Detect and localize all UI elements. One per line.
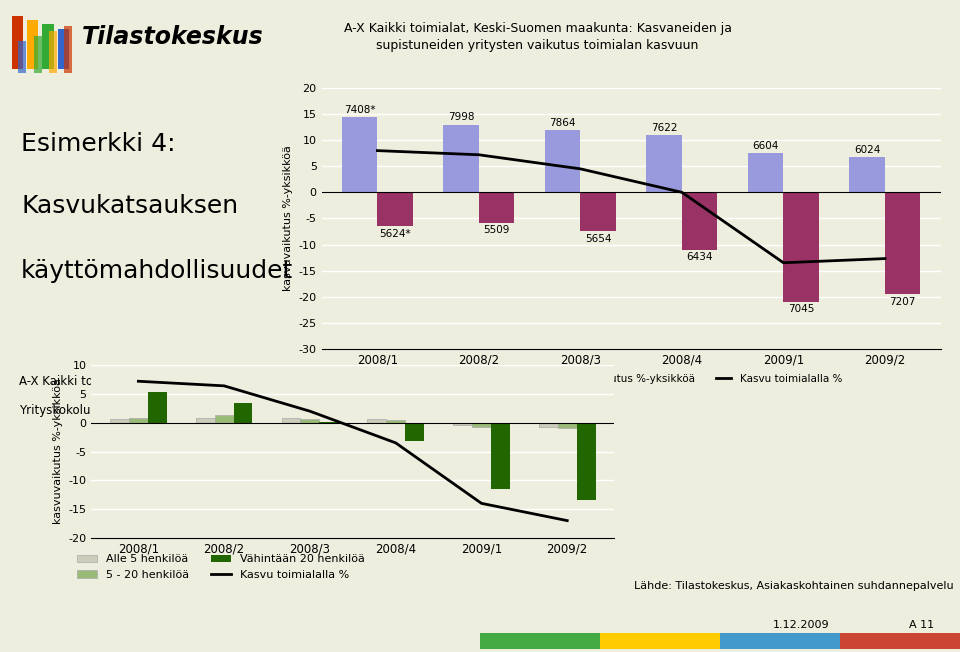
Bar — [748, 153, 783, 192]
Text: 7998: 7998 — [448, 112, 474, 123]
Bar — [577, 422, 595, 501]
Text: 5654: 5654 — [585, 234, 612, 244]
Bar — [233, 403, 252, 422]
Text: Lähde: Tilastokeskus, Asiakaskohtainen suhdannepalvelu: Lähde: Tilastokeskus, Asiakaskohtainen s… — [634, 582, 953, 591]
Text: 1.12.2009: 1.12.2009 — [774, 619, 829, 630]
Bar — [215, 415, 233, 422]
Bar — [840, 633, 960, 649]
Bar — [58, 29, 69, 69]
Bar — [281, 418, 300, 422]
Text: Kasvukatsauksen: Kasvukatsauksen — [21, 194, 238, 218]
Bar — [885, 192, 921, 294]
Bar — [479, 192, 515, 222]
Bar — [720, 633, 840, 649]
Bar — [42, 24, 54, 69]
Bar — [453, 422, 472, 425]
Bar — [480, 633, 600, 649]
Bar — [18, 40, 26, 74]
Bar — [405, 422, 424, 441]
Bar — [196, 417, 215, 422]
Bar — [27, 20, 38, 69]
Bar — [12, 16, 23, 69]
Y-axis label: kasvuvaikutus %-yksikköä: kasvuvaikutus %-yksikköä — [53, 379, 62, 524]
Text: 7207: 7207 — [890, 297, 916, 306]
Bar — [783, 192, 819, 302]
Text: A-X Kaikki toimialat, Keski-Suomen maakunta: Kasvaneiden ja
supistuneiden yritys: A-X Kaikki toimialat, Keski-Suomen maaku… — [344, 22, 732, 52]
Text: Yrityskokoluokkien vaikutus toimialan kasvuun: Yrityskokoluokkien vaikutus toimialan ka… — [19, 404, 296, 417]
Text: Tilastokeskus: Tilastokeskus — [82, 25, 263, 49]
Bar — [368, 419, 386, 422]
Text: 7622: 7622 — [651, 123, 678, 133]
Bar — [472, 422, 491, 427]
Text: A-X Kaikki toimialat, Keski-Suomen maakunta:: A-X Kaikki toimialat, Keski-Suomen maaku… — [19, 375, 292, 388]
Bar — [850, 157, 885, 192]
Text: 6434: 6434 — [686, 252, 713, 262]
Bar — [342, 117, 377, 192]
Bar — [444, 125, 479, 192]
Text: 7045: 7045 — [788, 304, 814, 314]
Bar — [64, 26, 72, 74]
Bar — [110, 419, 129, 422]
Bar — [300, 419, 320, 422]
Bar — [129, 417, 148, 422]
Legend: Alle 5 henkilöä, 5 - 20 henkilöä, Vähintään 20 henkilöä, Kasvu toimialalla %: Alle 5 henkilöä, 5 - 20 henkilöä, Vähint… — [73, 550, 370, 584]
Bar — [539, 422, 558, 427]
Y-axis label: kasvuvaikutus %-yksikköä: kasvuvaikutus %-yksikköä — [283, 145, 293, 291]
Bar — [646, 135, 682, 192]
Bar — [386, 421, 405, 422]
Legend: Kasvuvaikutus %-yksikköä, Supistumisvaikutus %-yksikköä, Kasvu toimialalla %: Kasvuvaikutus %-yksikköä, Supistumisvaik… — [321, 370, 847, 388]
Text: 5624*: 5624* — [379, 229, 411, 239]
Bar — [545, 130, 581, 192]
Bar — [682, 192, 717, 250]
Text: 6024: 6024 — [854, 145, 880, 155]
Bar — [600, 633, 720, 649]
Bar — [581, 192, 616, 231]
Bar — [34, 36, 41, 74]
Text: 7864: 7864 — [549, 117, 576, 128]
Bar — [491, 422, 510, 489]
Text: Esimerkki 4:: Esimerkki 4: — [21, 132, 176, 156]
Bar — [377, 192, 413, 226]
Bar — [148, 392, 167, 422]
Text: A 11: A 11 — [909, 619, 934, 630]
Bar — [558, 422, 577, 428]
Text: 5509: 5509 — [484, 225, 510, 235]
Text: käyttömahdollisuudet: käyttömahdollisuudet — [21, 259, 294, 284]
Text: 7408*: 7408* — [344, 104, 375, 115]
Bar — [49, 31, 57, 74]
Text: 6604: 6604 — [753, 141, 779, 151]
